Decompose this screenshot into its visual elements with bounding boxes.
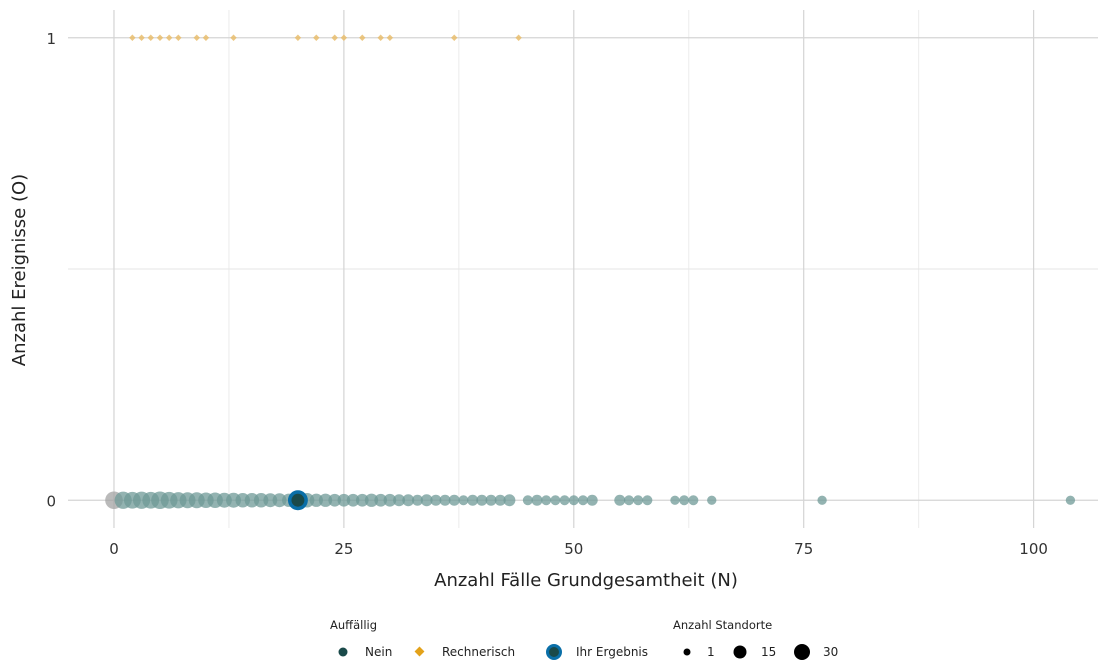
- legend-nein-label: Nein: [365, 645, 392, 659]
- data-points: [105, 34, 1076, 511]
- x-tick-label: 75: [794, 540, 813, 558]
- point-nein: [383, 493, 397, 507]
- point-nein: [531, 494, 543, 506]
- point-ihr-ergebnis: [287, 490, 308, 511]
- point-nein: [355, 493, 369, 507]
- point-rechnerisch: [451, 34, 458, 41]
- point-nein: [309, 493, 323, 507]
- legend-title-auffaellig: Auffällig: [330, 618, 377, 632]
- point-nein: [614, 494, 626, 506]
- y-tick-labels: 01: [46, 30, 56, 511]
- point-rechnerisch: [386, 34, 394, 41]
- legend-ihr-ergebnis-marker: [546, 644, 562, 660]
- x-tick-labels: 0 25 50 75 100: [109, 540, 1048, 558]
- point-nein: [272, 493, 287, 508]
- point-nein: [586, 494, 598, 506]
- point-nein: [522, 495, 533, 506]
- point-rechnerisch: [202, 34, 210, 41]
- point-nein: [439, 494, 451, 506]
- point-nein: [642, 495, 653, 506]
- point-nein: [817, 495, 827, 505]
- point-rechnerisch: [359, 34, 366, 41]
- point-nein: [688, 495, 699, 506]
- point-nein: [494, 494, 506, 506]
- point-nein: [503, 494, 516, 507]
- point-rechnerisch: [377, 34, 384, 41]
- point-nein: [541, 495, 552, 506]
- point-nein: [577, 495, 589, 506]
- legend-rechnerisch-label: Rechnerisch: [442, 645, 515, 659]
- point-nein: [374, 493, 387, 507]
- point-nein: [402, 494, 415, 507]
- point-nein: [550, 495, 561, 506]
- point-nein: [420, 494, 433, 507]
- y-axis-title: Anzahl Ereignisse (O): [9, 174, 30, 366]
- legend-title-standorte: Anzahl Standorte: [673, 618, 772, 632]
- x-axis-title: Anzahl Fälle Grundgesamtheit (N): [434, 570, 738, 591]
- x-tick-label: 0: [109, 540, 119, 558]
- y-tick-label: 0: [46, 492, 56, 510]
- point-rechnerisch: [175, 34, 182, 41]
- point-nein: [485, 494, 497, 506]
- point-rechnerisch: [138, 34, 145, 41]
- point-rechnerisch: [193, 34, 200, 41]
- point-rechnerisch: [340, 34, 348, 41]
- point-nein: [633, 495, 644, 506]
- point-nein: [328, 493, 342, 507]
- point-nein: [318, 493, 333, 507]
- point-nein: [393, 494, 406, 507]
- point-rechnerisch: [313, 34, 320, 41]
- point-rechnerisch: [165, 34, 173, 41]
- legend-ihr-ergebnis-label: Ihr Ergebnis: [576, 645, 648, 659]
- point-nein: [411, 494, 423, 506]
- point-rechnerisch: [156, 34, 164, 41]
- point-rechnerisch: [294, 34, 302, 41]
- point-nein: [467, 494, 479, 506]
- legend-rechnerisch-marker: [414, 646, 425, 657]
- legend-size-30-label: 30: [823, 645, 838, 659]
- legend-size-15-marker: [733, 645, 747, 659]
- x-tick-label: 100: [1019, 540, 1048, 558]
- legend-nein-marker: [338, 647, 348, 657]
- legend-size-1-label: 1: [707, 645, 715, 659]
- point-nein: [476, 494, 488, 506]
- y-tick-label: 1: [46, 30, 56, 48]
- point-nein: [623, 495, 634, 506]
- x-tick-label: 25: [334, 540, 353, 558]
- point-nein: [430, 494, 442, 506]
- point-nein: [448, 494, 460, 506]
- point-rechnerisch: [230, 34, 237, 41]
- point-nein: [346, 493, 360, 507]
- point-nein: [1065, 495, 1076, 505]
- point-nein: [707, 495, 717, 505]
- point-nein: [670, 495, 680, 505]
- point-nein: [568, 495, 579, 506]
- legend-size-15-label: 15: [761, 645, 776, 659]
- point-nein: [458, 495, 469, 506]
- point-rechnerisch: [515, 34, 522, 41]
- point-nein: [337, 493, 351, 507]
- point-rechnerisch: [147, 34, 154, 41]
- point-rechnerisch: [331, 34, 338, 41]
- point-nein: [559, 495, 570, 506]
- legend: Auffällig Nein Rechnerisch Ihr Ergebnis …: [330, 618, 838, 660]
- point-nein: [679, 495, 690, 506]
- legend-size-1-marker: [683, 648, 691, 656]
- x-tick-label: 50: [564, 540, 583, 558]
- legend-size-30-marker: [794, 644, 810, 660]
- point-rechnerisch: [129, 34, 136, 41]
- point-nein: [364, 493, 379, 507]
